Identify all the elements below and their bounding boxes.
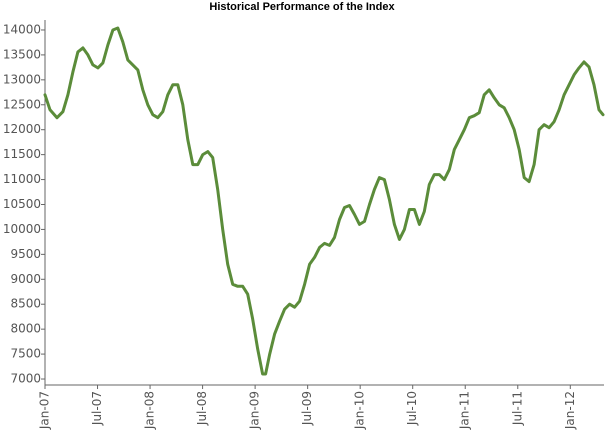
series-line — [43, 26, 605, 376]
x-tick-label: Jan-08 — [143, 391, 157, 430]
x-tick-label: Jul-08 — [195, 391, 209, 426]
y-tick-label: 9000 — [10, 272, 41, 286]
y-tick-label: 11000 — [3, 172, 41, 186]
x-tick-label: Jan-07 — [38, 391, 52, 430]
y-tick-label: 7500 — [10, 347, 41, 361]
y-tick-label: 14000 — [3, 22, 41, 36]
y-tick-label: 7000 — [10, 372, 41, 386]
x-tick-label: Jan-10 — [353, 391, 367, 430]
y-tick-label: 8000 — [10, 322, 41, 336]
x-tick-label: Jul-11 — [510, 391, 524, 426]
y-tick-label: 13500 — [3, 47, 41, 61]
y-tick-label: 13000 — [3, 72, 41, 86]
chart-title: Historical Performance of the Index — [209, 1, 395, 13]
y-tick-label: 10000 — [3, 222, 41, 236]
y-tick-label: 12000 — [3, 122, 41, 136]
y-tick-label: 9500 — [10, 247, 41, 261]
y-tick-label: 10500 — [3, 197, 41, 211]
x-tick-label: Jul-10 — [405, 391, 419, 426]
y-tick-label: 11500 — [3, 147, 41, 161]
y-tick-label: 8500 — [10, 297, 41, 311]
x-tick-label: Jul-07 — [90, 391, 104, 426]
x-tick-label: Jul-09 — [300, 391, 314, 426]
x-tick-label: Jan-09 — [248, 391, 262, 430]
y-tick-label: 12500 — [3, 97, 41, 111]
x-tick-label: Jan-12 — [563, 391, 577, 430]
x-tick-label: Jan-11 — [458, 391, 472, 430]
